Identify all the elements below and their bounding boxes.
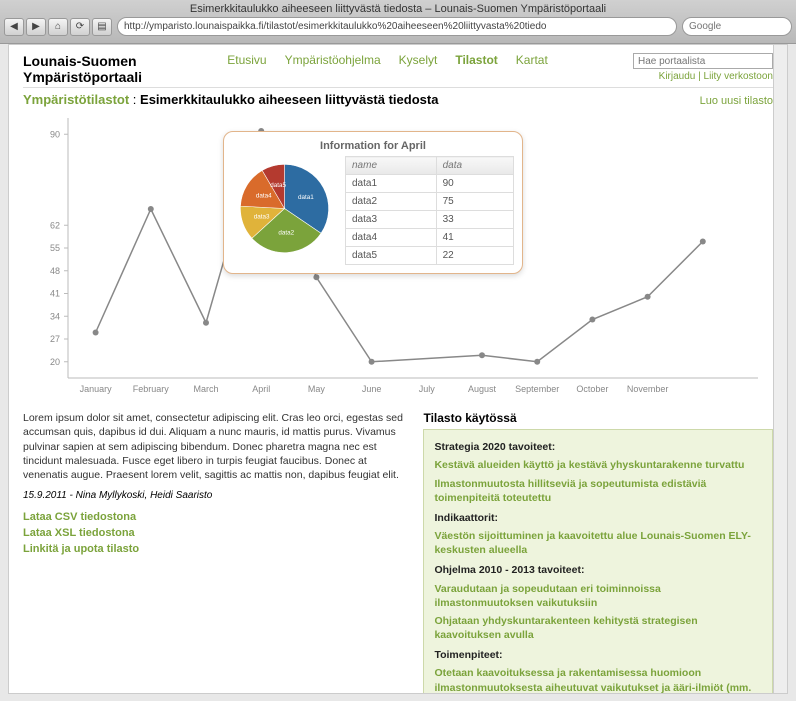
byline: 15.9.2011 - Nina Myllykoski, Heidi Saari… [23, 490, 407, 501]
download-link[interactable]: Linkitä ja upota tilasto [23, 543, 407, 555]
download-link[interactable]: Lataa CSV tiedostona [23, 511, 407, 523]
svg-text:48: 48 [50, 266, 60, 276]
login-link[interactable]: Kirjaudu [659, 71, 696, 82]
panel-item-link[interactable]: Ilmastonmuutosta hillitseviä ja sopeutum… [434, 477, 762, 505]
tab-kartat[interactable]: Kartat [516, 53, 548, 67]
subheader: Ympäristötilastot : Esimerkkitaulukko ai… [23, 92, 773, 107]
left-column: Lorem ipsum dolor sit amet, consectetur … [23, 411, 407, 694]
svg-text:November: November [627, 384, 669, 394]
th-name: name [346, 157, 437, 175]
svg-text:data1: data1 [298, 194, 314, 201]
sep: | [695, 71, 703, 82]
pie-chart: data1 data2 data3 data4 data5 [232, 156, 337, 261]
svg-text:data4: data4 [256, 193, 272, 200]
title-text: Esimerkkitaulukko aiheeseen liittyvästä … [140, 92, 438, 107]
svg-text:data2: data2 [278, 230, 294, 237]
site-header: Lounais-Suomen Ympäristöportaali Etusivu… [23, 53, 773, 88]
back-button[interactable]: ◀ [4, 18, 24, 36]
table-row: data275 [346, 193, 514, 211]
panel-item-link[interactable]: Varaudutaan ja sopeudutaan eri toiminnoi… [434, 582, 762, 610]
forward-button[interactable]: ▶ [26, 18, 46, 36]
svg-text:20: 20 [50, 357, 60, 367]
svg-text:March: March [193, 384, 218, 394]
tooltip-title: Information for April [232, 140, 514, 152]
browser-chrome: Esimerkkitaulukko aiheeseen liittyvästä … [0, 0, 796, 44]
download-link[interactable]: Lataa XSL tiedostona [23, 527, 407, 539]
panel-section-head: Toimenpiteet: [434, 648, 762, 662]
svg-text:June: June [362, 384, 382, 394]
svg-text:34: 34 [50, 311, 60, 321]
table-row: data333 [346, 211, 514, 229]
nav-tabs: Etusivu Ympäristöohjelma Kyselyt Tilastot Ka… [227, 53, 548, 69]
svg-text:May: May [308, 384, 326, 394]
join-link[interactable]: Liity verkostoon [704, 71, 773, 82]
svg-text:August: August [468, 384, 497, 394]
tab-ympäristöohjelma[interactable]: Ympäristöohjelma [285, 53, 381, 67]
panel-item-link[interactable]: Kestävä alueiden käyttö ja kestävä yhysk… [434, 458, 762, 472]
panel-section-head: Strategia 2020 tavoiteet: [434, 440, 762, 454]
page: Lounais-Suomen Ympäristöportaali Etusivu… [8, 44, 788, 694]
svg-text:55: 55 [50, 243, 60, 253]
browser-search[interactable] [682, 17, 792, 36]
tab-etusivu[interactable]: Etusivu [227, 53, 266, 67]
table-row: data441 [346, 229, 514, 247]
panel-title: Tilasto käytössä [423, 411, 773, 425]
svg-text:90: 90 [50, 129, 60, 139]
title-category: Ympäristötilastot [23, 92, 129, 107]
svg-text:April: April [252, 384, 270, 394]
svg-text:27: 27 [50, 334, 60, 344]
svg-text:data3: data3 [254, 214, 270, 221]
panel-item-link[interactable]: Ohjataan yhdyskuntarakenteen kehitystä s… [434, 614, 762, 642]
panel-section-head: Indikaattorit: [434, 511, 762, 525]
create-stat-link[interactable]: Luo uusi tilasto [700, 95, 773, 107]
svg-text:February: February [133, 384, 170, 394]
svg-text:62: 62 [50, 220, 60, 230]
panel-item-link[interactable]: Otetaan kaavoituksessa ja rakentamisessa… [434, 666, 762, 694]
portal-search-input[interactable] [633, 53, 773, 69]
logo-line1: Lounais-Suomen [23, 53, 142, 69]
svg-text:data5: data5 [270, 182, 286, 189]
site-logo[interactable]: Lounais-Suomen Ympäristöportaali [23, 53, 142, 85]
body-text: Lorem ipsum dolor sit amet, consectetur … [23, 411, 407, 482]
browser-toolbar: ◀ ▶ ⌂ ⟳ ▤ [4, 17, 792, 36]
home-button[interactable]: ⌂ [48, 18, 68, 36]
lower-columns: Lorem ipsum dolor sit amet, consectetur … [23, 411, 773, 694]
tab-kyselyt[interactable]: Kyselyt [399, 53, 438, 67]
chart-area: 20 27 34 41 48 55 62 90 January February March Apri… [23, 113, 773, 403]
reload-button[interactable]: ⟳ [70, 18, 90, 36]
th-data: data [436, 157, 513, 175]
table-row: data522 [346, 247, 514, 265]
svg-text:October: October [576, 384, 608, 394]
usage-panel: Strategia 2020 tavoiteet: Kestävä alueide… [423, 429, 773, 694]
svg-text:July: July [419, 384, 436, 394]
svg-text:September: September [515, 384, 559, 394]
tooltip-table: name data data190data275data333data441da… [345, 156, 514, 265]
notebook-button[interactable]: ▤ [92, 18, 112, 36]
panel-section-head: Ohjelma 2010 - 2013 tavoiteet: [434, 563, 762, 577]
tab-tilastot[interactable]: Tilastot [455, 53, 497, 67]
svg-text:January: January [80, 384, 113, 394]
logo-line2: Ympäristöportaali [23, 69, 142, 85]
panel-item-link[interactable]: Väestön sijoittuminen ja kaavoitettu alu… [434, 529, 762, 557]
url-bar[interactable] [117, 17, 677, 36]
page-title: Ympäristötilastot : Esimerkkitaulukko ai… [23, 92, 438, 107]
table-row: data190 [346, 175, 514, 193]
header-right: Kirjaudu | Liity verkostoon [633, 53, 773, 82]
svg-text:41: 41 [50, 289, 60, 299]
chart-tooltip: Information for April data1data2data3dat… [223, 131, 523, 274]
scrollbar[interactable] [773, 45, 787, 693]
window-title: Esimerkkitaulukko aiheeseen liittyvästä … [4, 2, 792, 16]
download-links: Lataa CSV tiedostona Lataa XSL tiedostona… [23, 511, 407, 555]
right-column: Tilasto käytössä Strategia 2020 tavoitee… [423, 411, 773, 694]
